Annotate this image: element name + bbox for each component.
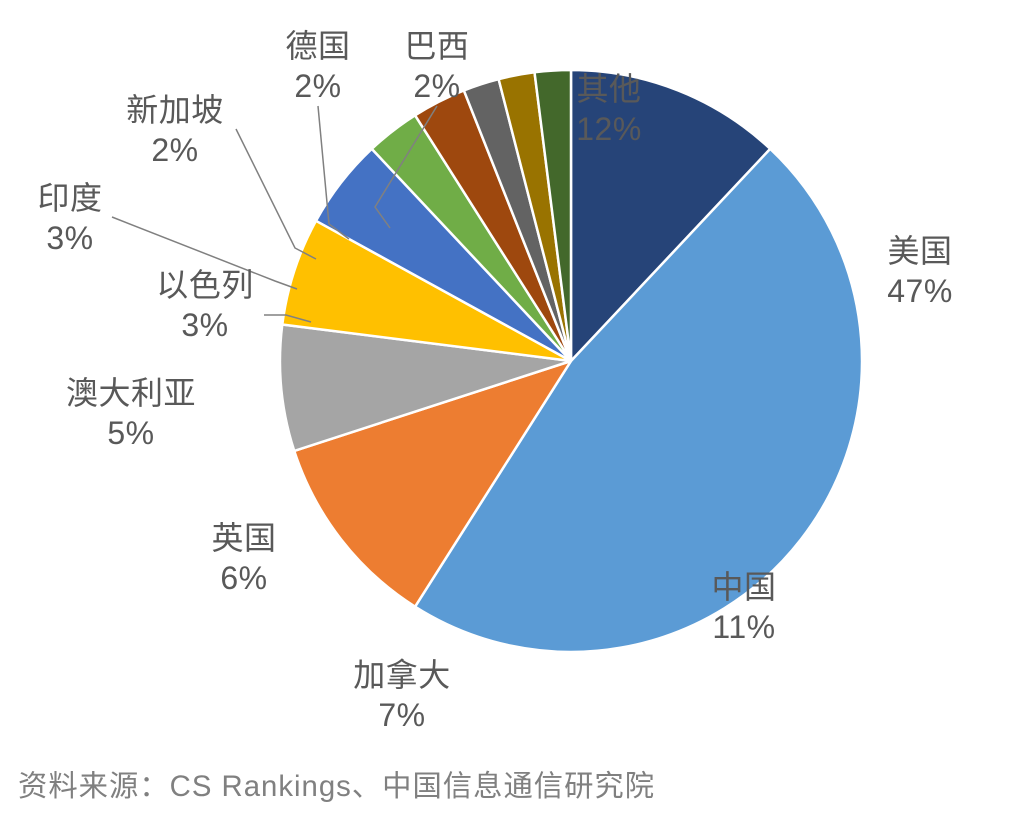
slice-label-name: 新加坡 [126, 90, 224, 130]
slice-label-pct: 7% [353, 695, 451, 735]
slice-label: 巴西2% [404, 26, 469, 106]
slice-label-pct: 2% [126, 130, 224, 170]
slice-label: 加拿大7% [353, 655, 451, 735]
slice-label-pct: 3% [156, 305, 254, 345]
slice-label: 新加坡2% [126, 90, 224, 170]
slice-label-pct: 11% [711, 607, 776, 647]
slice-label-name: 加拿大 [353, 655, 451, 695]
slice-label-name: 美国 [887, 231, 953, 271]
slice-label-pct: 6% [211, 558, 276, 598]
slice-label-name: 其他 [576, 69, 642, 109]
slice-label: 中国11% [711, 567, 776, 647]
slice-label: 德国2% [285, 26, 350, 106]
slice-label-pct: 2% [285, 66, 350, 106]
slice-label-pct: 5% [66, 413, 196, 453]
slice-label-name: 澳大利亚 [66, 373, 196, 413]
slice-label-pct: 3% [37, 218, 102, 258]
slice-label: 以色列3% [156, 265, 254, 345]
slice-label: 英国6% [211, 518, 276, 598]
slice-label-pct: 2% [404, 66, 469, 106]
slice-label: 其他12% [576, 69, 642, 149]
source-citation: 资料来源：CS Rankings、中国信息通信研究院 [18, 763, 655, 805]
slice-label-name: 以色列 [156, 265, 254, 305]
slice-label-name: 印度 [37, 178, 102, 218]
slice-label-pct: 47% [887, 271, 953, 311]
slice-label: 澳大利亚5% [66, 373, 196, 453]
leader-line [236, 129, 316, 259]
slice-label: 美国47% [887, 231, 953, 311]
pie-chart-container: 其他12%美国47%中国11%加拿大7%英国6%澳大利亚5%以色列3%印度3%新… [0, 0, 1013, 827]
slice-label-pct: 12% [576, 109, 642, 149]
slice-label-name: 中国 [711, 567, 776, 607]
slice-label-name: 英国 [211, 518, 276, 558]
slice-label: 印度3% [37, 178, 102, 258]
slice-label-name: 德国 [285, 26, 350, 66]
slice-label-name: 巴西 [404, 26, 469, 66]
